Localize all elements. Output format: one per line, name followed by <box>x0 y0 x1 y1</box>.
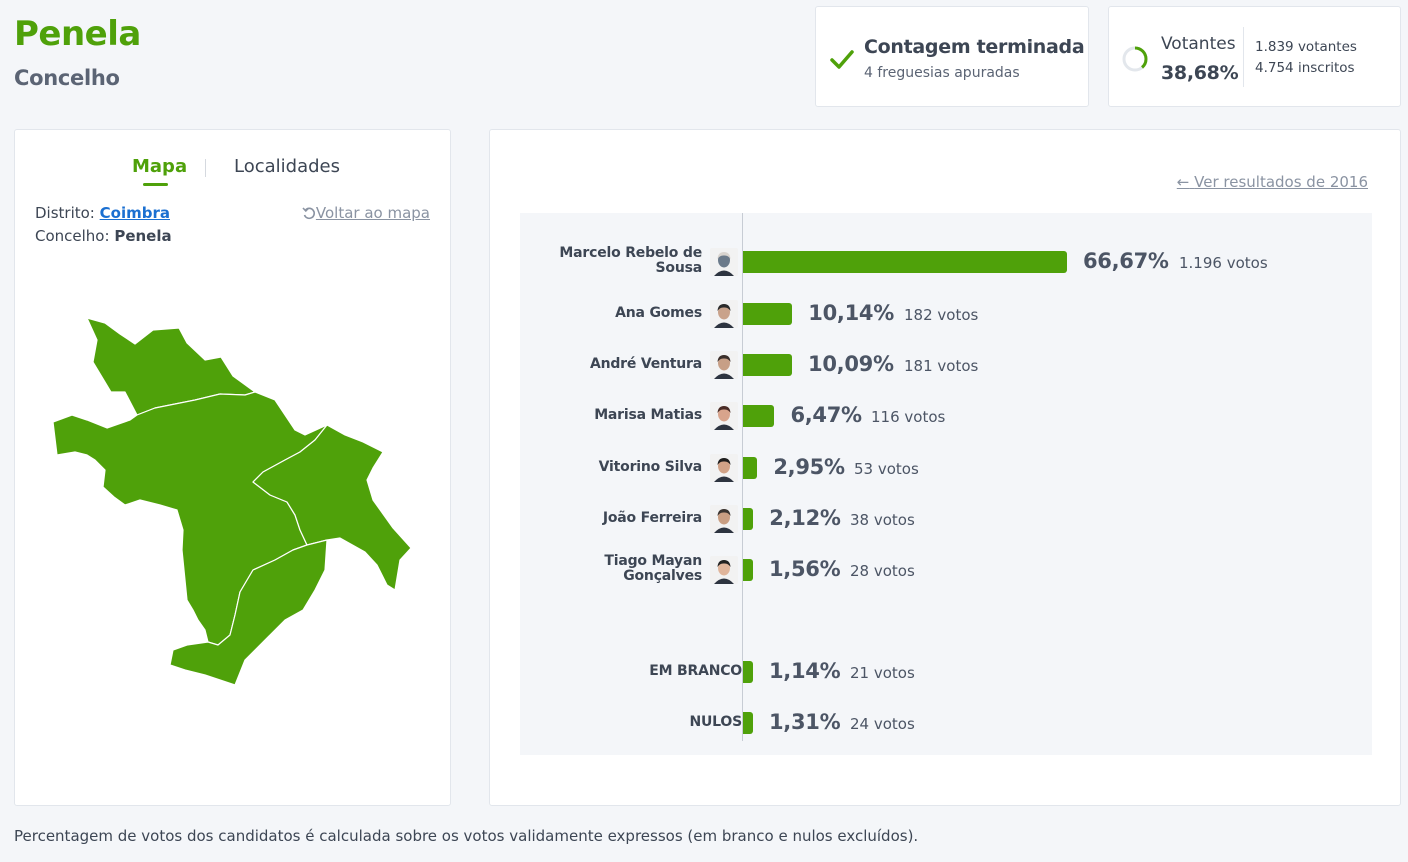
candidate-photo <box>710 300 738 328</box>
voters-divider <box>1243 27 1244 87</box>
count-status-title: Contagem terminada <box>864 36 1085 58</box>
candidate-row: Vitorino Silva 2,95% 53 votos <box>520 448 1372 488</box>
candidate-photo <box>710 351 738 379</box>
candidate-row: André Ventura 10,09% 181 votos <box>520 345 1372 385</box>
page-title: Penela <box>14 14 141 54</box>
other-votes-label: NULOS <box>689 714 743 730</box>
tab-divider <box>205 159 206 177</box>
result-percent: 1,31% <box>769 710 841 734</box>
candidate-row: Marcelo Rebelo de Sousa 66,67% 1.196 votos <box>520 242 1372 282</box>
candidate-photo <box>710 556 738 584</box>
district-row: Distrito: Coimbra <box>35 204 170 222</box>
previous-results-label: Ver resultados de 2016 <box>1194 173 1368 191</box>
registered-count: 4.754 inscritos <box>1255 60 1355 76</box>
result-votes: 1.196 votos <box>1179 254 1268 272</box>
previous-results-link[interactable]: ← Ver resultados de 2016 <box>1177 173 1368 191</box>
map-tabs: Mapa Localidades <box>15 154 450 188</box>
voters-label: Votantes <box>1161 34 1236 54</box>
parish-east[interactable] <box>252 424 412 591</box>
candidate-name: João Ferreira <box>602 510 702 526</box>
result-bar <box>743 251 1067 273</box>
chart-axis <box>742 213 743 741</box>
municipality-value: Penela <box>114 227 172 245</box>
candidate-name: Vitorino Silva <box>598 459 703 475</box>
result-bar <box>743 712 753 734</box>
result-bar <box>743 508 754 530</box>
result-bar <box>743 405 775 427</box>
candidate-photo <box>710 248 738 276</box>
result-votes: 21 votos <box>850 664 915 682</box>
result-votes: 24 votos <box>850 715 915 733</box>
candidate-name: Ana Gomes <box>615 305 702 321</box>
turnout-percent: 38,68% <box>1161 62 1239 84</box>
candidate-name: Marisa Matias <box>594 407 702 423</box>
arrow-left-icon: ← <box>1176 173 1190 191</box>
active-tab-indicator <box>143 183 168 186</box>
result-bar <box>743 559 753 581</box>
result-percent: 2,12% <box>769 506 841 530</box>
result-bar <box>743 303 793 325</box>
back-to-map-link[interactable]: Voltar ao mapa <box>302 204 430 222</box>
page-subtitle: Concelho <box>14 66 120 90</box>
result-bar <box>743 661 753 683</box>
result-percent: 1,56% <box>769 557 841 581</box>
candidate-name: André Ventura <box>589 356 702 372</box>
district-link[interactable]: Coimbra <box>99 204 170 222</box>
undo-icon <box>302 207 315 220</box>
candidate-photo <box>710 402 738 430</box>
voters-count: 1.839 votantes <box>1255 39 1357 55</box>
candidate-row: Ana Gomes 10,14% 182 votos <box>520 294 1372 334</box>
parish-south[interactable] <box>169 539 328 686</box>
result-votes: 28 votos <box>850 562 915 580</box>
results-panel: ← Ver resultados de 2016 Marcelo Rebelo … <box>489 129 1401 806</box>
municipality-map <box>52 317 412 686</box>
result-votes: 181 votos <box>904 357 979 375</box>
result-percent: 10,14% <box>808 301 894 325</box>
district-label: Distrito: <box>35 204 95 222</box>
back-to-map-label: Voltar ao mapa <box>315 204 430 222</box>
tab-localities[interactable]: Localidades <box>234 156 340 177</box>
check-icon <box>830 50 854 69</box>
result-percent: 10,09% <box>808 352 894 376</box>
turnout-ring-icon <box>1122 46 1148 72</box>
result-percent: 1,14% <box>769 659 841 683</box>
count-status-card: Contagem terminada 4 freguesias apuradas <box>815 6 1089 107</box>
candidate-row: João Ferreira 2,12% 38 votos <box>520 499 1372 539</box>
map-panel: Mapa Localidades Distrito: Coimbra Conce… <box>14 129 451 806</box>
result-bar <box>743 457 758 479</box>
result-votes: 182 votos <box>904 306 979 324</box>
result-percent: 6,47% <box>790 403 862 427</box>
footnote: Percentagem de votos dos candidatos é ca… <box>14 827 919 845</box>
result-votes: 116 votos <box>871 408 946 426</box>
result-percent: 66,67% <box>1083 249 1169 273</box>
candidate-name: Marcelo Rebelo de Sousa <box>559 245 702 276</box>
result-bar <box>743 354 793 376</box>
count-status-subtitle: 4 freguesias apuradas <box>864 65 1020 81</box>
result-votes: 38 votos <box>850 511 915 529</box>
result-percent: 2,95% <box>773 455 845 479</box>
voters-card: Votantes 38,68% 1.839 votantes 4.754 ins… <box>1108 6 1401 107</box>
municipality-row: Concelho: Penela <box>35 227 172 245</box>
tab-map[interactable]: Mapa <box>132 156 188 177</box>
other-votes-label: EM BRANCO <box>649 663 742 679</box>
candidate-photo <box>710 454 738 482</box>
other-votes-row: EM BRANCO 1,14% 21 votos <box>520 652 1372 692</box>
result-votes: 53 votos <box>854 460 919 478</box>
candidate-row: Marisa Matias 6,47% 116 votos <box>520 396 1372 436</box>
other-votes-row: NULOS 1,31% 24 votos <box>520 703 1372 743</box>
candidate-name: Tiago Mayan Gonçalves <box>604 553 702 584</box>
municipality-label: Concelho: <box>35 227 110 245</box>
candidate-photo <box>710 505 738 533</box>
candidate-row: Tiago Mayan Gonçalves 1,56% 28 votos <box>520 550 1372 590</box>
results-chart: Marcelo Rebelo de Sousa 66,67% 1.196 votos… <box>520 213 1372 755</box>
